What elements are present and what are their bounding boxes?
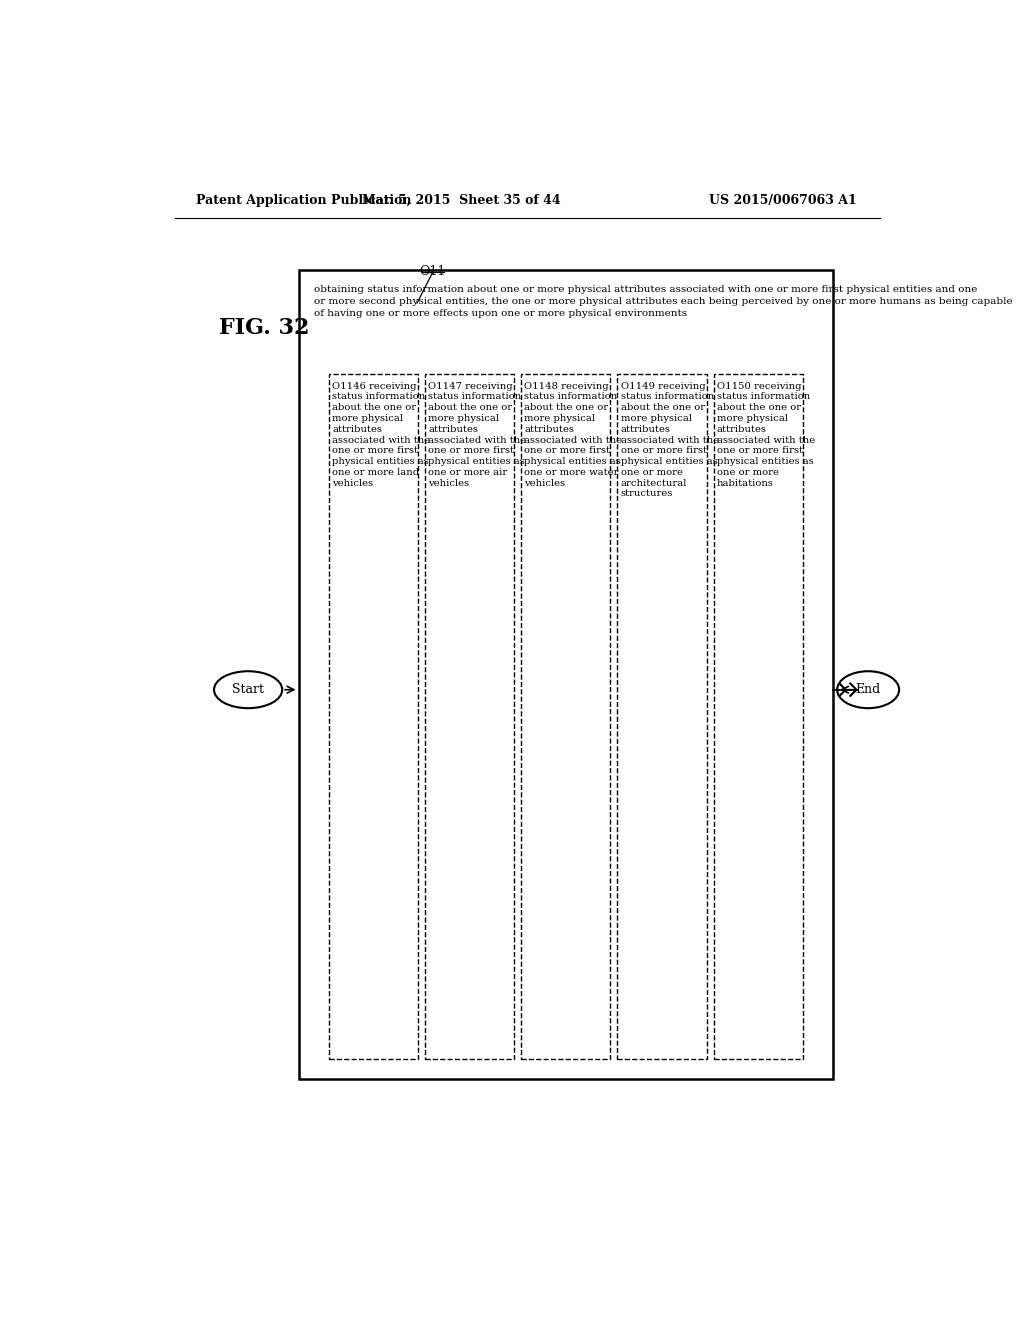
Text: O1146 receiving: O1146 receiving bbox=[332, 381, 417, 391]
Text: one or more first: one or more first bbox=[524, 446, 610, 455]
Text: US 2015/0067063 A1: US 2015/0067063 A1 bbox=[709, 194, 856, 207]
Bar bbox=[329, 374, 418, 1059]
Text: physical entities as: physical entities as bbox=[717, 457, 813, 466]
Text: more physical: more physical bbox=[332, 414, 403, 422]
Text: architectural: architectural bbox=[621, 479, 687, 487]
Text: about the one or: about the one or bbox=[524, 404, 608, 412]
Text: status information: status information bbox=[717, 392, 810, 401]
Text: Mar. 5, 2015  Sheet 35 of 44: Mar. 5, 2015 Sheet 35 of 44 bbox=[361, 194, 560, 207]
Text: one or more water: one or more water bbox=[524, 469, 618, 477]
Text: physical entities as: physical entities as bbox=[332, 457, 429, 466]
Text: End: End bbox=[855, 684, 881, 696]
Text: Patent Application Publication: Patent Application Publication bbox=[197, 194, 412, 207]
Text: of having one or more effects upon one or more physical environments: of having one or more effects upon one o… bbox=[314, 309, 687, 318]
Text: one or more first: one or more first bbox=[717, 446, 803, 455]
Text: O1148 receiving: O1148 receiving bbox=[524, 381, 609, 391]
Text: obtaining status information about one or more physical attributes associated wi: obtaining status information about one o… bbox=[314, 285, 977, 294]
Text: attributes: attributes bbox=[717, 425, 767, 434]
Text: FIG. 32: FIG. 32 bbox=[219, 317, 310, 339]
Text: habitations: habitations bbox=[717, 479, 773, 487]
Text: attributes: attributes bbox=[428, 425, 478, 434]
Text: physical entities as: physical entities as bbox=[621, 457, 717, 466]
Text: vehicles: vehicles bbox=[428, 479, 469, 487]
Text: physical entities as: physical entities as bbox=[524, 457, 622, 466]
Text: Start: Start bbox=[232, 684, 264, 696]
Ellipse shape bbox=[214, 671, 283, 708]
Bar bbox=[521, 374, 610, 1059]
Text: more physical: more physical bbox=[717, 414, 787, 422]
Text: associated with the: associated with the bbox=[717, 436, 815, 445]
Text: O11: O11 bbox=[420, 264, 445, 277]
Text: about the one or: about the one or bbox=[332, 404, 417, 412]
Text: attributes: attributes bbox=[524, 425, 574, 434]
Text: associated with the: associated with the bbox=[428, 436, 526, 445]
Text: status information: status information bbox=[524, 392, 617, 401]
Text: one or more: one or more bbox=[621, 469, 683, 477]
Text: status information: status information bbox=[621, 392, 714, 401]
Text: associated with the: associated with the bbox=[621, 436, 719, 445]
Text: O1147 receiving: O1147 receiving bbox=[428, 381, 513, 391]
Text: attributes: attributes bbox=[621, 425, 671, 434]
Text: O1149 receiving: O1149 receiving bbox=[621, 381, 706, 391]
Bar bbox=[425, 374, 514, 1059]
Bar bbox=[714, 374, 803, 1059]
Text: more physical: more physical bbox=[428, 414, 500, 422]
Text: more physical: more physical bbox=[621, 414, 691, 422]
Text: attributes: attributes bbox=[332, 425, 382, 434]
Bar bbox=[617, 374, 707, 1059]
Text: status information: status information bbox=[428, 392, 521, 401]
Text: one or more first: one or more first bbox=[621, 446, 707, 455]
Text: vehicles: vehicles bbox=[332, 479, 374, 487]
Text: more physical: more physical bbox=[524, 414, 595, 422]
Text: O1150 receiving: O1150 receiving bbox=[717, 381, 801, 391]
Text: about the one or: about the one or bbox=[717, 404, 801, 412]
Text: vehicles: vehicles bbox=[524, 479, 565, 487]
Text: one or more air: one or more air bbox=[428, 469, 508, 477]
Text: physical entities as: physical entities as bbox=[428, 457, 525, 466]
Text: status information: status information bbox=[332, 392, 425, 401]
Text: one or more: one or more bbox=[717, 469, 778, 477]
Text: one or more land: one or more land bbox=[332, 469, 420, 477]
Bar bbox=[299, 271, 834, 1078]
Text: or more second physical entities, the one or more physical attributes each being: or more second physical entities, the on… bbox=[314, 297, 1013, 306]
Text: structures: structures bbox=[621, 490, 673, 499]
Text: one or more first: one or more first bbox=[428, 446, 514, 455]
Text: associated with the: associated with the bbox=[524, 436, 623, 445]
Text: associated with the: associated with the bbox=[332, 436, 430, 445]
Ellipse shape bbox=[838, 671, 899, 708]
Text: one or more first: one or more first bbox=[332, 446, 418, 455]
Text: about the one or: about the one or bbox=[428, 404, 512, 412]
Text: about the one or: about the one or bbox=[621, 404, 705, 412]
